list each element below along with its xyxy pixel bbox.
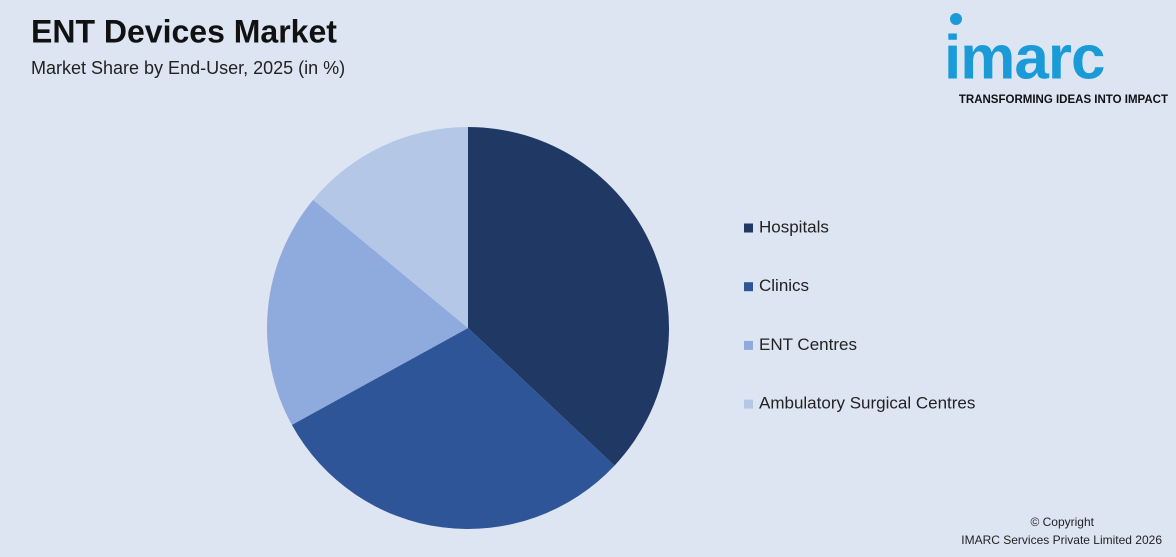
pie-slice [267, 199, 468, 425]
company: IMARC Services Private Limited 2026 [961, 533, 1162, 547]
legend-swatch [744, 340, 753, 350]
pie-slice [291, 328, 615, 529]
logo-name: imarc [944, 23, 1104, 92]
logo-dot [950, 13, 962, 25]
legend-label: Clinics [759, 276, 809, 295]
legend-swatch [744, 223, 753, 233]
chart-title: ENT Devices Market [31, 13, 337, 49]
legend-label: Hospitals [759, 217, 829, 236]
pie-slice [468, 127, 669, 466]
chart-subtitle: Market Share by End-User, 2025 (in %) [31, 58, 345, 78]
logo-tagline: TRANSFORMING IDEAS INTO IMPACT [959, 94, 1168, 106]
legend-label: Ambulatory Surgical Centres [759, 394, 975, 413]
legend-swatch [744, 282, 753, 292]
pie-slice [313, 126, 468, 328]
legend-label: ENT Centres [759, 335, 857, 354]
legend-swatch [744, 399, 753, 409]
copyright: © Copyright [1030, 515, 1094, 529]
